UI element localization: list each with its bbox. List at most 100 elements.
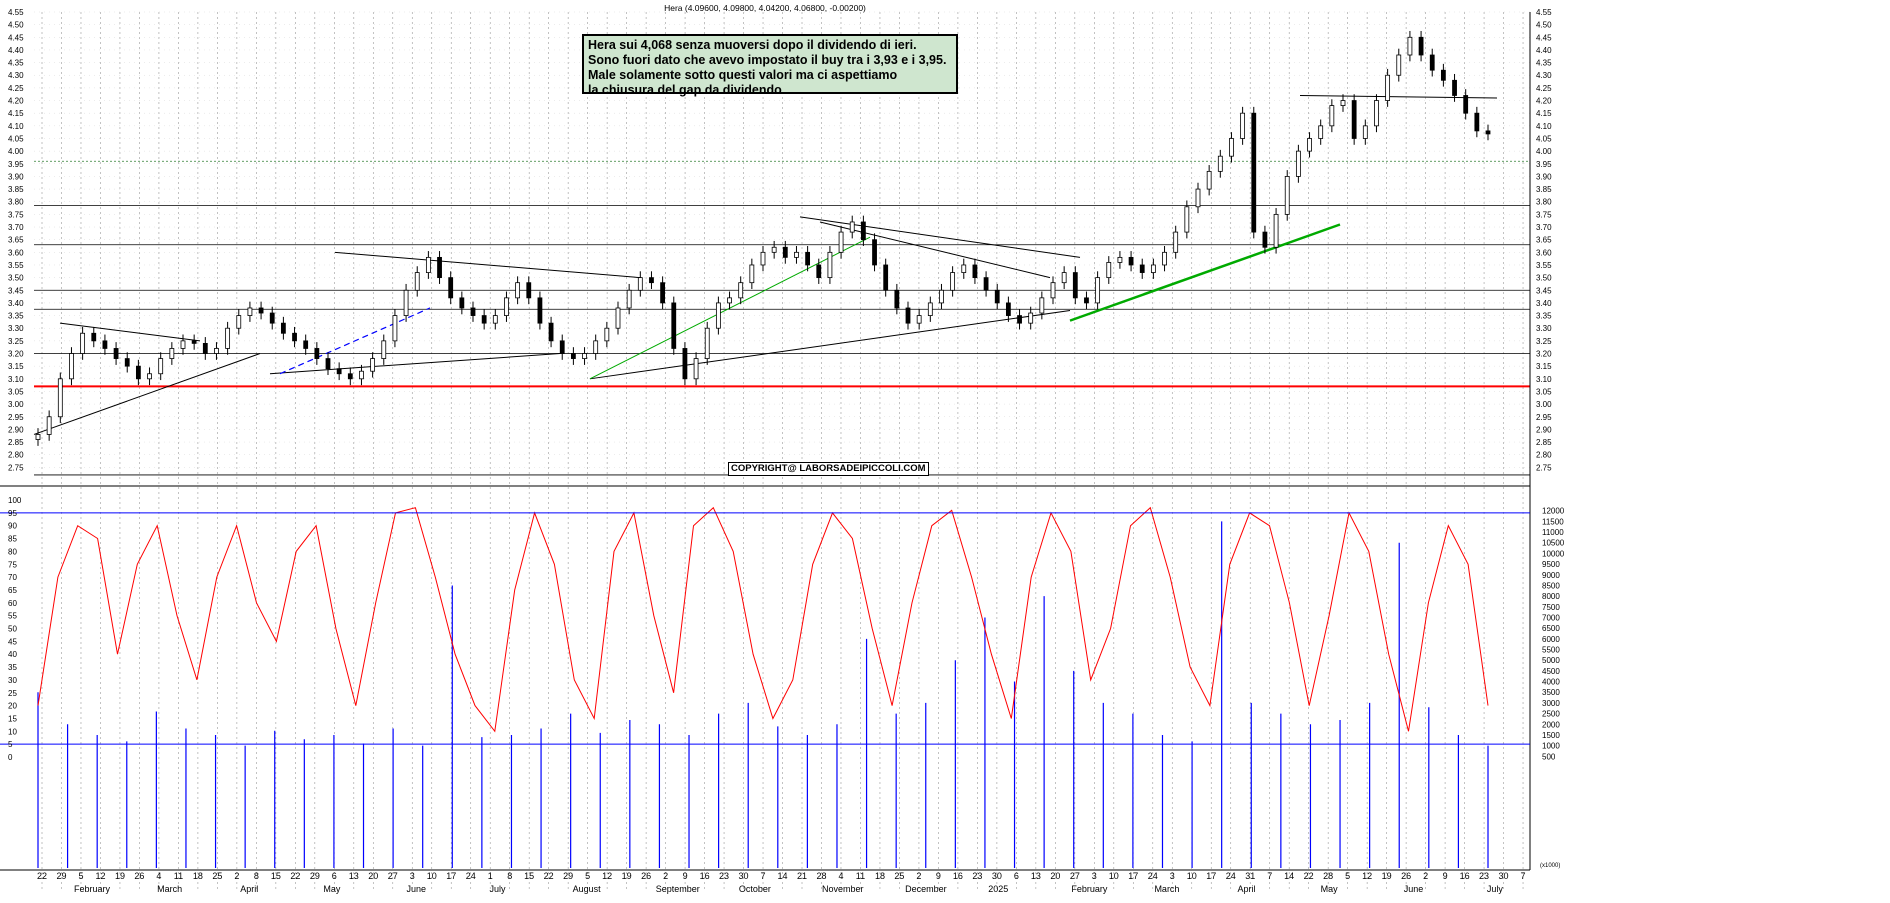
y-tick-label-right: 4.50 xyxy=(1536,21,1552,30)
candle-body xyxy=(649,277,654,284)
candle-body xyxy=(191,340,197,344)
volume-tick-label: 5000 xyxy=(1542,656,1560,665)
candle-body xyxy=(883,264,889,291)
y-tick-label-left: 4.55 xyxy=(8,8,24,17)
volume-tick-label: 5500 xyxy=(1542,646,1560,655)
volume-tick-label: 2500 xyxy=(1542,710,1560,719)
x-tick-label: 28 xyxy=(816,871,826,881)
y-tick-label-right: 4.55 xyxy=(1536,8,1552,17)
candle-body xyxy=(782,246,788,258)
indicator-tick-label: 75 xyxy=(8,560,17,569)
x-tick-label: 29 xyxy=(563,871,573,881)
candle-body xyxy=(593,340,599,354)
candle-body xyxy=(1295,150,1301,177)
x-tick-label: 23 xyxy=(1479,871,1489,881)
x-tick-label: 27 xyxy=(388,871,398,881)
y-tick-label-left: 3.60 xyxy=(8,248,24,257)
x-tick-label: 11 xyxy=(174,871,183,881)
y-tick-label-left: 4.05 xyxy=(8,134,24,143)
grid-layer xyxy=(34,11,1530,890)
x-tick-label: 2 xyxy=(916,871,921,881)
candle-body xyxy=(950,272,956,291)
y-tick-label-right: 3.95 xyxy=(1536,160,1552,169)
x-tick-label: 7 xyxy=(761,871,766,881)
x-tick-label: 27 xyxy=(1070,871,1080,881)
candle-body xyxy=(459,297,465,309)
x-month-label: December xyxy=(905,884,947,894)
y-tick-label-left: 3.85 xyxy=(8,185,24,194)
candle-body xyxy=(1150,264,1156,273)
indicator-tick-label: 50 xyxy=(8,625,17,634)
candle-body xyxy=(1050,282,1056,299)
y-tick-label-right: 4.35 xyxy=(1536,59,1552,68)
volume-tick-label: 9000 xyxy=(1542,571,1560,580)
volume-tick-label: 7000 xyxy=(1542,613,1560,622)
x-tick-label: 24 xyxy=(1148,871,1158,881)
candle-body xyxy=(537,297,543,324)
x-tick-label: 12 xyxy=(602,871,612,881)
x-tick-label: 9 xyxy=(1443,871,1448,881)
y-tick-label-left: 4.50 xyxy=(8,21,24,30)
candle-body xyxy=(403,289,409,316)
trendline xyxy=(33,353,261,435)
annotation-line: la chiusura del gap da dividendo. xyxy=(588,83,786,97)
indicator-tick-label: 10 xyxy=(8,727,17,736)
y-tick-label-right: 2.95 xyxy=(1536,413,1552,422)
candle-body xyxy=(704,327,710,359)
candle-body xyxy=(570,353,576,359)
y-tick-label-right: 3.75 xyxy=(1536,210,1552,219)
x-month-label: May xyxy=(1321,884,1339,894)
candle-body xyxy=(258,307,264,314)
x-tick-label: 5 xyxy=(1345,871,1350,881)
y-tick-label-right: 3.65 xyxy=(1536,236,1552,245)
volume-tick-label: 3500 xyxy=(1542,688,1560,697)
candle-body xyxy=(1396,54,1402,76)
x-tick-label: 22 xyxy=(1304,871,1314,881)
indicator-tick-label: 90 xyxy=(8,522,17,531)
trendline xyxy=(589,310,1071,380)
candle-body xyxy=(693,358,699,380)
candle-body xyxy=(1206,170,1212,190)
candle-body xyxy=(292,332,297,342)
x-tick-label: 17 xyxy=(446,871,456,881)
y-tick-label-left: 2.95 xyxy=(8,413,24,422)
indicator-tick-label: 5 xyxy=(8,740,13,749)
x-month-label: February xyxy=(74,884,111,894)
x-month-label: June xyxy=(406,884,426,894)
x-tick-label: 19 xyxy=(622,871,632,881)
candle-body xyxy=(414,272,420,291)
volume-tick-label: 1500 xyxy=(1542,731,1560,740)
candle-body xyxy=(1028,312,1034,324)
candle-body xyxy=(236,315,242,329)
trendline xyxy=(799,216,1081,258)
x-tick-label: 26 xyxy=(134,871,144,881)
volume-tick-label: 11000 xyxy=(1542,528,1564,537)
x-tick-label: 17 xyxy=(1128,871,1138,881)
x-tick-label: 9 xyxy=(936,871,941,881)
x-tick-label: 17 xyxy=(1206,871,1216,881)
x-tick-label: 16 xyxy=(700,871,710,881)
volume-tick-label: 8500 xyxy=(1542,581,1560,590)
indicator-tick-label: 65 xyxy=(8,586,17,595)
y-tick-label-left: 3.20 xyxy=(8,350,24,359)
candle-body xyxy=(1429,54,1435,71)
indicator-tick-label: 45 xyxy=(8,637,17,646)
x-month-label: 2025 xyxy=(988,884,1008,894)
candle-body xyxy=(147,373,152,380)
candle-body xyxy=(738,282,744,299)
x-month-label: October xyxy=(739,884,771,894)
trendline xyxy=(269,353,561,375)
volume-unit-label: (x1000) xyxy=(1540,863,1560,869)
y-tick-label-left: 3.00 xyxy=(8,400,24,409)
candle-body xyxy=(760,251,766,266)
y-tick-label-left: 3.90 xyxy=(8,172,24,181)
indicator-tick-label: 15 xyxy=(8,714,17,723)
x-tick-label: 8 xyxy=(254,871,259,881)
y-tick-label-left: 3.80 xyxy=(8,198,24,207)
x-tick-label: 2 xyxy=(234,871,239,881)
candle-body xyxy=(1061,272,1067,284)
candle-body xyxy=(135,365,141,380)
y-tick-label-left: 4.45 xyxy=(8,33,24,42)
y-tick-label-right: 3.05 xyxy=(1536,387,1552,396)
candle-body xyxy=(1251,112,1257,233)
